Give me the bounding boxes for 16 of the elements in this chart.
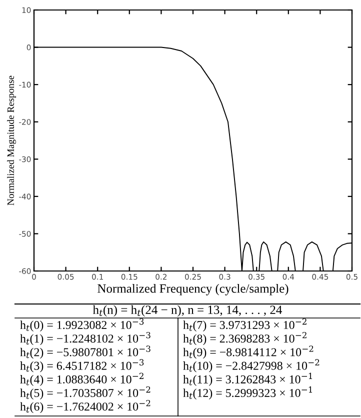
text: h$_{t}$(10) = −2.8427998 × 10$^{−2}$: [183, 359, 320, 372]
text: h$_{t}$(8) = 2.3698283 × 10$^{−2}$: [183, 332, 306, 346]
text: h$_{t}$(2) = −5.9807801 × 10$^{−3}$: [20, 346, 150, 359]
text: h$_{t}$(7) = 3.9731293 × 10$^{−2}$: [183, 318, 306, 332]
y-axis-title: Normalized Magnitude Response: [7, 76, 16, 206]
text: h$_{t}$(0) = 1.9923082 × 10$^{−3}$: [20, 318, 144, 332]
text: h$_{t}$(4) = 1.0883640 × 10$^{−2}$: [20, 372, 144, 386]
text: h$_{t}$(12) = 5.2999323 × 10$^{−1}$: [183, 386, 312, 400]
x-axis-title: Normalized Frequency (cycle/sample): [98, 284, 288, 296]
text: h$_{t}$(3) = 6.4517182 × 10$^{−3}$: [20, 359, 144, 372]
text: h$_{t}$(5) = −1.7035807 × 10$^{−2}$: [20, 386, 150, 400]
text: h$_{t}$(11) = 3.1262843 × 10$^{−1}$: [183, 372, 312, 386]
text: h$_{t}$(n) = h$_{t}$(24 − n), n = 13, 14, . . . , 24: [92, 305, 282, 317]
text: h$_{t}$(6) = −1.7624002 × 10$^{−2}$: [20, 400, 150, 414]
text: h$_{t}$(1) = −1.2248102 × 10$^{−3}$: [20, 332, 150, 346]
text: h$_{t}$(9) = −8.9814112 × 10$^{−2}$: [183, 346, 314, 359]
